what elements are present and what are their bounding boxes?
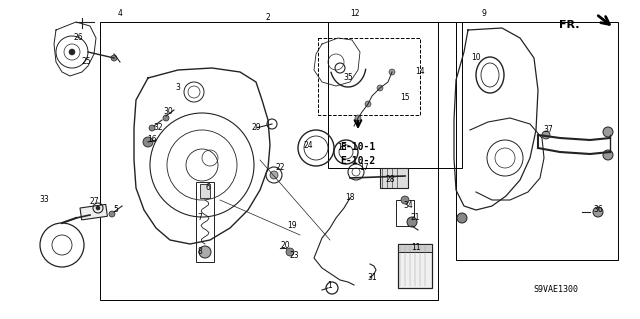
Text: 9: 9 bbox=[481, 10, 486, 19]
Text: 34: 34 bbox=[403, 201, 413, 210]
Bar bbox=[200, 184, 210, 198]
Text: 27: 27 bbox=[89, 197, 99, 206]
Circle shape bbox=[401, 196, 409, 204]
Text: 13: 13 bbox=[337, 144, 347, 152]
Circle shape bbox=[603, 150, 613, 160]
Text: 18: 18 bbox=[345, 194, 355, 203]
Bar bbox=[196, 182, 214, 262]
Bar bbox=[396, 200, 414, 226]
Text: 16: 16 bbox=[147, 136, 157, 145]
Circle shape bbox=[377, 85, 383, 91]
Text: 32: 32 bbox=[153, 123, 163, 132]
Text: 36: 36 bbox=[593, 205, 603, 214]
Text: FR.: FR. bbox=[559, 20, 580, 30]
Circle shape bbox=[270, 171, 278, 179]
Text: E-10-2: E-10-2 bbox=[340, 156, 375, 166]
Circle shape bbox=[109, 211, 115, 217]
Bar bbox=[318, 38, 420, 115]
Text: 19: 19 bbox=[287, 221, 297, 231]
Bar bbox=[398, 244, 432, 288]
Text: 14: 14 bbox=[415, 68, 425, 77]
Text: 6: 6 bbox=[205, 183, 211, 192]
Text: 3: 3 bbox=[175, 84, 180, 93]
Text: 15: 15 bbox=[400, 93, 410, 101]
Text: 1: 1 bbox=[328, 280, 332, 290]
Text: 24: 24 bbox=[303, 140, 313, 150]
Circle shape bbox=[149, 125, 155, 131]
Circle shape bbox=[365, 101, 371, 107]
Text: 22: 22 bbox=[275, 164, 285, 173]
Circle shape bbox=[96, 206, 100, 210]
Circle shape bbox=[542, 131, 550, 139]
Text: 26: 26 bbox=[73, 33, 83, 42]
Bar bbox=[398, 244, 432, 252]
Text: 5: 5 bbox=[113, 205, 118, 214]
Text: 35: 35 bbox=[343, 73, 353, 83]
Circle shape bbox=[286, 248, 294, 256]
Text: 4: 4 bbox=[118, 10, 122, 19]
Text: 12: 12 bbox=[350, 10, 360, 19]
Text: 2: 2 bbox=[266, 13, 270, 23]
Bar bbox=[328, 22, 462, 168]
Text: 20: 20 bbox=[280, 241, 290, 249]
Circle shape bbox=[143, 137, 153, 147]
Text: 29: 29 bbox=[251, 123, 261, 132]
Text: 10: 10 bbox=[471, 54, 481, 63]
Circle shape bbox=[603, 127, 613, 137]
Bar bbox=[100, 22, 438, 300]
Text: S9VAE1300: S9VAE1300 bbox=[534, 286, 579, 294]
Circle shape bbox=[69, 49, 75, 55]
Bar bbox=[456, 22, 618, 260]
Text: 8: 8 bbox=[198, 248, 202, 256]
Circle shape bbox=[355, 115, 361, 121]
Circle shape bbox=[111, 55, 117, 61]
Text: 30: 30 bbox=[163, 108, 173, 116]
Circle shape bbox=[457, 213, 467, 223]
Text: 28: 28 bbox=[385, 175, 395, 184]
Text: E-10-1: E-10-1 bbox=[340, 142, 375, 152]
Text: 21: 21 bbox=[410, 213, 420, 222]
Text: 31: 31 bbox=[367, 273, 377, 283]
Text: 37: 37 bbox=[543, 125, 553, 135]
Text: 11: 11 bbox=[412, 243, 420, 253]
Text: 23: 23 bbox=[289, 250, 299, 259]
Text: 33: 33 bbox=[39, 196, 49, 204]
Text: 17: 17 bbox=[359, 164, 369, 173]
Circle shape bbox=[407, 217, 417, 227]
Circle shape bbox=[199, 246, 211, 258]
Text: 25: 25 bbox=[81, 57, 91, 66]
Text: 7: 7 bbox=[198, 213, 202, 222]
Circle shape bbox=[593, 207, 603, 217]
Circle shape bbox=[389, 69, 395, 75]
Circle shape bbox=[163, 115, 169, 121]
Bar bbox=[80, 204, 108, 220]
Bar bbox=[380, 168, 408, 188]
